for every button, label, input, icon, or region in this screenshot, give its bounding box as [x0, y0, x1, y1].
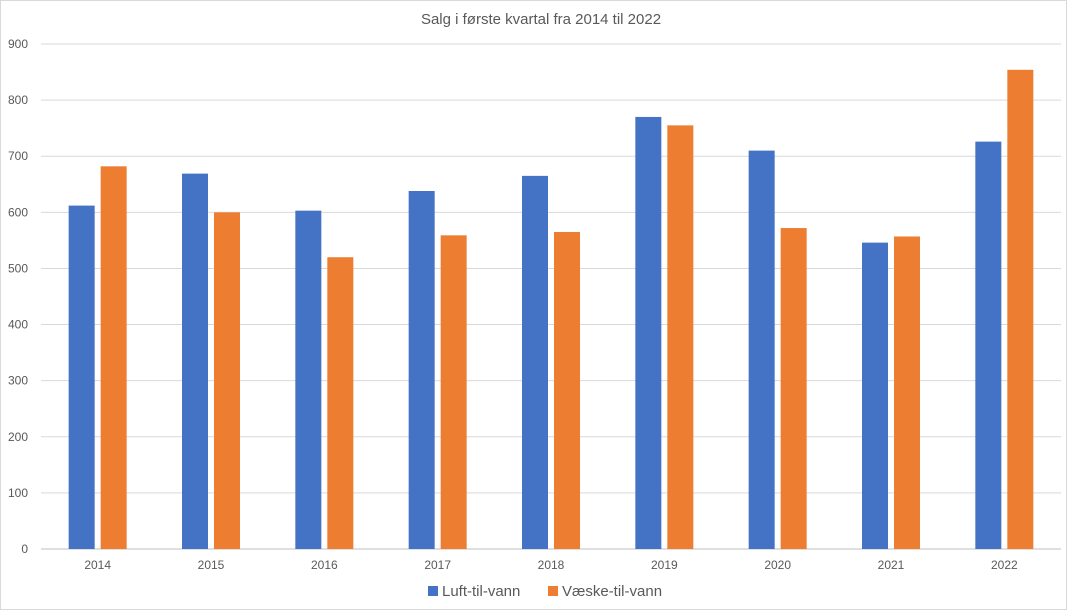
x-tick-label: 2018	[538, 558, 565, 572]
bar-2021-series-1	[894, 236, 920, 549]
x-tick-label: 2014	[84, 558, 111, 572]
x-tick-label: 2019	[651, 558, 678, 572]
y-tick-label: 200	[8, 430, 28, 444]
y-axis-ticks: 0 100 200 300 400 500 600 700 800 900	[8, 37, 28, 556]
x-tick-label: 2016	[311, 558, 338, 572]
x-tick-label: 2021	[878, 558, 905, 572]
bar-2014-series-0	[68, 205, 95, 549]
bar-2017-series-0	[408, 191, 435, 549]
x-tick-label: 2017	[424, 558, 451, 572]
y-tick-label: 800	[8, 93, 28, 107]
legend-swatch-1	[548, 586, 558, 596]
legend: Luft-til-vann Væske-til-vann	[428, 583, 662, 600]
bar-2022-series-0	[975, 141, 1002, 549]
y-tick-label: 100	[8, 486, 28, 500]
bar-2019-series-0	[635, 116, 662, 549]
x-tick-label: 2020	[764, 558, 791, 572]
bars	[68, 69, 1034, 550]
legend-label-1: Væske-til-vann	[562, 583, 662, 600]
bar-2019-series-1	[667, 125, 694, 549]
bar-2020-series-1	[780, 228, 807, 550]
y-tick-label: 900	[8, 37, 28, 51]
y-tick-label: 700	[8, 149, 28, 163]
y-tick-label: 0	[21, 542, 28, 556]
bar-2020-series-0	[748, 150, 775, 549]
y-tick-label: 300	[8, 374, 28, 388]
x-axis-ticks: 2014 2015 2016 2017 2018 2019 2020 2021 2022	[84, 558, 1018, 572]
gridlines	[41, 43, 1061, 550]
legend-label-0: Luft-til-vann	[442, 583, 520, 600]
bar-2018-series-0	[522, 175, 548, 549]
bar-2015-series-1	[214, 212, 240, 550]
legend-swatch-0	[428, 586, 438, 596]
y-tick-label: 400	[8, 318, 28, 332]
bar-2021-series-0	[862, 242, 888, 549]
y-tick-label: 500	[8, 261, 28, 275]
y-tick-label: 600	[8, 205, 28, 219]
bar-2015-series-0	[182, 173, 208, 549]
bar-2016-series-0	[295, 210, 322, 549]
bar-2022-series-1	[1007, 69, 1034, 550]
bar-2014-series-1	[100, 166, 127, 550]
bar-2017-series-1	[440, 235, 467, 550]
bar-2016-series-1	[327, 257, 354, 549]
bar-2018-series-1	[554, 231, 580, 549]
chart-title: Salg i første kvartal fra 2014 til 2022	[421, 11, 661, 28]
x-tick-label: 2022	[991, 558, 1018, 572]
x-tick-label: 2015	[198, 558, 225, 572]
